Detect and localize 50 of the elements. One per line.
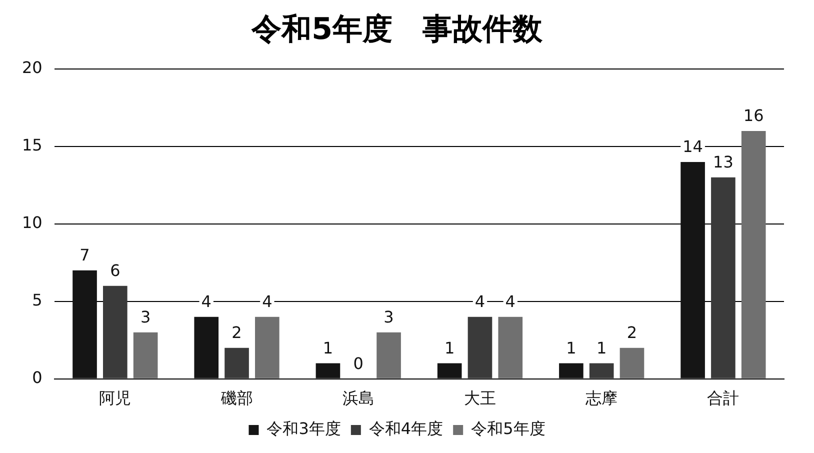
bar — [255, 316, 280, 378]
x-tick-label: 阿児 — [99, 388, 132, 408]
bar — [437, 363, 462, 378]
bar — [133, 332, 158, 378]
data-label: 4 — [474, 292, 486, 311]
data-label: 2 — [232, 322, 242, 342]
data-label: 1 — [444, 338, 455, 358]
bar — [559, 363, 584, 378]
x-tick-label: 磯部 — [220, 388, 253, 408]
data-label: 4 — [262, 292, 272, 311]
legend-label: 令和5年度 — [471, 419, 546, 438]
legend-label: 令和4年度 — [368, 419, 444, 438]
bar — [194, 316, 219, 378]
data-label: 2 — [626, 322, 638, 342]
data-label: 4 — [505, 292, 516, 311]
bar — [224, 348, 249, 378]
data-label: 7 — [80, 246, 90, 265]
data-label: 3 — [140, 307, 151, 326]
data-label: 1 — [596, 338, 607, 358]
bar — [72, 270, 97, 378]
bar — [376, 332, 401, 378]
bar — [711, 177, 736, 378]
data-label: 3 — [384, 307, 394, 326]
data-label: 16 — [743, 106, 764, 126]
y-tick-label: 0 — [32, 368, 42, 387]
data-label: 4 — [201, 292, 212, 311]
y-tick-label: 5 — [32, 290, 42, 310]
x-tick-label: 合計 — [707, 388, 740, 408]
x-tick-label: 志摩 — [586, 388, 618, 408]
bar — [680, 162, 705, 378]
bar — [741, 130, 766, 378]
data-label: 13 — [713, 152, 734, 172]
bar — [468, 316, 492, 378]
data-label: 6 — [110, 261, 120, 280]
bar — [589, 363, 614, 378]
bar — [316, 363, 340, 378]
data-label: 1 — [566, 338, 576, 358]
y-tick-label: 10 — [22, 213, 42, 232]
data-label: 1 — [322, 338, 334, 358]
chart-title: 令和5年度 事故件数 — [250, 12, 544, 47]
y-tick-label: 20 — [22, 58, 42, 78]
y-tick-label: 15 — [22, 136, 42, 155]
bar — [620, 348, 644, 378]
data-label: 14 — [682, 137, 703, 156]
x-tick-label: 浜島 — [342, 388, 374, 408]
bar — [103, 286, 128, 378]
bar — [498, 316, 523, 378]
data-label: 0 — [353, 354, 364, 373]
x-tick-label: 大王 — [464, 388, 496, 408]
legend-label: 令和3年度 — [266, 419, 341, 438]
